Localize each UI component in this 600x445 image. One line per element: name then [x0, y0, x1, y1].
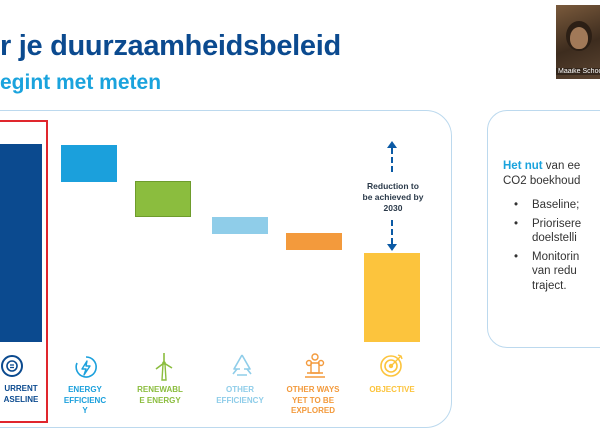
benefits-list: Baseline; Priorisere doelstelli Monitori… — [512, 198, 600, 297]
recycle-icon — [232, 354, 252, 376]
card-title: Het nut van ee CO2 boekhoud — [503, 159, 580, 189]
participant-video-tile[interactable]: Maaike Schoo — [556, 5, 600, 79]
label-other-efficiency-line-1: OTHER — [226, 385, 254, 394]
bar-current-baseline — [0, 144, 42, 342]
label-current-baseline-line-1: URRENT — [4, 384, 38, 393]
reduction-arrow-top — [391, 148, 393, 172]
list-item: Priorisere doelstelli — [512, 217, 600, 246]
bar-objective — [364, 253, 420, 342]
label-other-ways-line-3: EXPLORED — [290, 406, 335, 415]
label-other-efficiency-line-2: EFFICIENCY — [216, 395, 264, 405]
baseline-icon — [1, 355, 23, 377]
label-energy-efficiency-line-3: Y — [82, 406, 88, 415]
card-title-line-2: CO2 boekhoud — [503, 175, 581, 187]
bullet-3-line-3: traject. — [532, 279, 567, 292]
baseline-highlight-box — [0, 120, 48, 423]
bullet-2-line-2: doelstelli — [532, 232, 577, 244]
label-other-ways: OTHER WAYS YET TO BE EXPLORED — [281, 385, 345, 417]
label-energy-efficiency-line-2: EFFICIENC — [63, 395, 107, 405]
reduction-line-2: be achieved by — [362, 192, 424, 202]
wind-turbine-icon — [155, 353, 173, 381]
bar-renewable-energy — [135, 181, 191, 217]
slide-title: r je duurzaamheidsbeleid — [0, 30, 341, 62]
bullet-3-line-2: van redu — [532, 265, 577, 277]
label-energy-efficiency-line-1: ENERGY — [68, 385, 102, 394]
bar-other-ways — [286, 233, 342, 250]
energy-efficiency-icon — [75, 356, 97, 378]
participant-face — [570, 27, 588, 49]
bullet-3-line-1: Monitorin — [532, 250, 580, 263]
label-objective: OBJECTIVE — [360, 385, 424, 396]
list-item: Monitorin van redu traject. — [512, 250, 600, 294]
people-group-icon — [305, 353, 325, 378]
card-title-bold: Het nut — [503, 160, 543, 172]
label-other-ways-line-1: OTHER WAYS — [286, 385, 340, 394]
label-renewable-energy-line-1: RENEWABL — [137, 385, 183, 394]
label-energy-efficiency: ENERGY EFFICIENC Y — [57, 385, 113, 417]
label-current-baseline: URRENT ASELINE — [0, 384, 44, 405]
target-icon — [380, 354, 403, 377]
bar-energy-efficiency — [61, 145, 117, 182]
bar-other-efficiency — [212, 217, 268, 234]
list-item: Baseline; — [512, 198, 600, 213]
card-title-rest: van ee — [542, 160, 581, 172]
label-other-ways-line-2: YET TO BE — [291, 395, 335, 405]
label-renewable-energy-line-2: E ENERGY — [139, 395, 181, 405]
slide-subtitle: egint met meten — [0, 71, 162, 94]
label-other-efficiency: OTHER EFFICIENCY — [210, 385, 270, 406]
reduction-line-1: Reduction to — [367, 181, 419, 191]
reduction-annotation: Reduction to be achieved by 2030 — [352, 181, 434, 214]
bullet-2-line-1: Priorisere — [532, 217, 582, 230]
label-objective-line-1: OBJECTIVE — [369, 385, 415, 394]
bullet-1-line-1: Baseline; — [532, 199, 580, 211]
reduction-line-3: 2030 — [383, 203, 403, 213]
participant-name: Maaike Schoo — [556, 68, 600, 75]
reduction-arrow-bottom — [391, 220, 393, 244]
label-renewable-energy: RENEWABL E ENERGY — [130, 385, 190, 406]
arrow-down-icon — [387, 244, 397, 251]
arrow-up-icon — [387, 141, 397, 148]
label-current-baseline-line-2: ASELINE — [3, 394, 39, 404]
